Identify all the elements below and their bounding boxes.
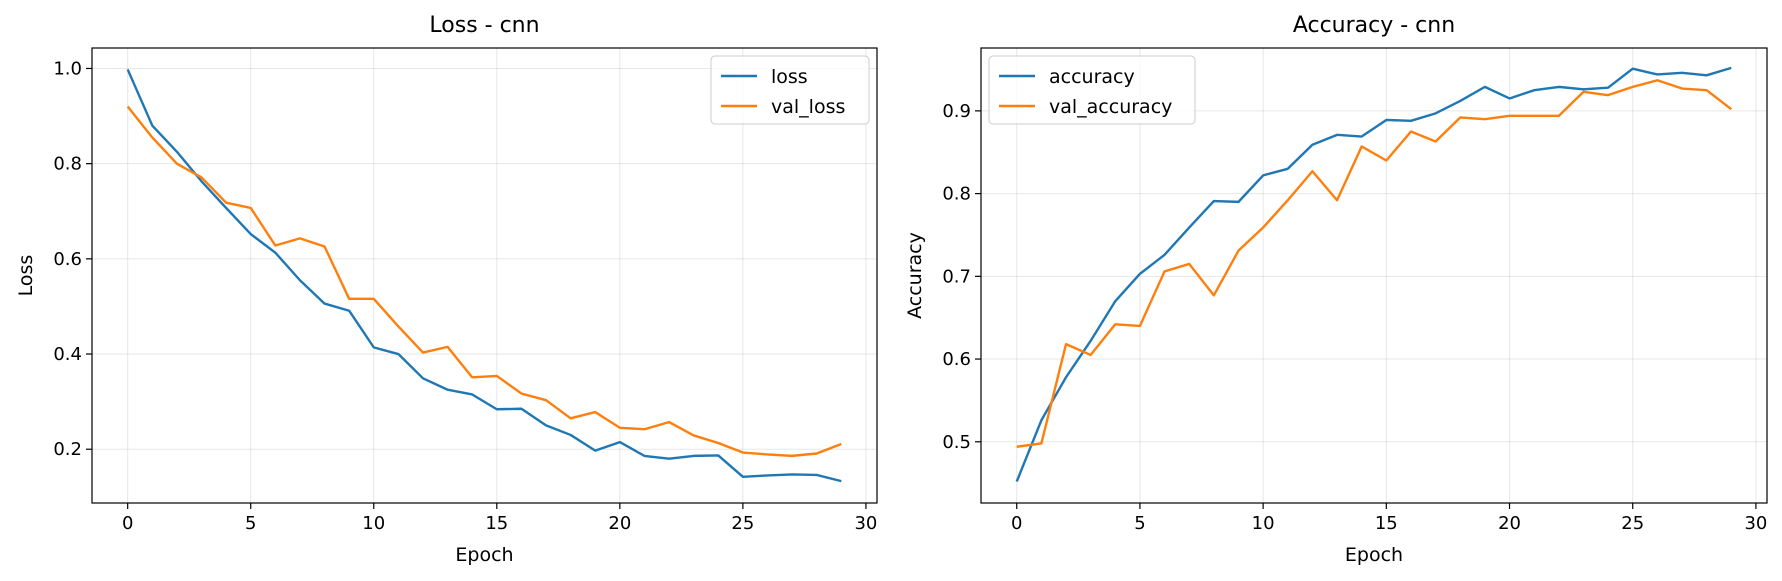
x-tick-label: 25 (1621, 513, 1644, 534)
y-tick-label: 0.4 (53, 344, 82, 365)
loss-chart: 0 5 10 15 20 25 30 0.2 0.4 0.6 0.8 1.0 Loss - cnn Epo… (15, 13, 878, 566)
x-tick-label: 25 (731, 513, 754, 534)
y-tick-label: 0.7 (942, 266, 971, 287)
legend-label-accuracy: accuracy (1049, 66, 1135, 88)
x-tick-label: 15 (1375, 513, 1398, 534)
legend-label-val_accuracy: val_accuracy (1049, 96, 1172, 118)
series-line-loss (126, 68, 842, 483)
y-tick-label: 1.0 (53, 58, 82, 79)
y-tick-label: 0.8 (942, 184, 971, 205)
plot-frame (91, 47, 878, 504)
x-tick-label: 20 (1498, 513, 1521, 534)
plot-frame (980, 47, 1768, 504)
x-tick-label: 10 (1252, 513, 1275, 534)
x-tick-label: 30 (854, 513, 877, 534)
x-tick-label: 0 (122, 513, 133, 534)
chart-title: Loss - cnn (429, 13, 539, 38)
x-tick-label: 10 (362, 513, 385, 534)
x-tick-label: 0 (1011, 513, 1022, 534)
legend-label-val_loss: val_loss (771, 96, 845, 118)
y-tick-label: 0.9 (942, 101, 971, 122)
accuracy-chart: 0 5 10 15 20 25 30 0.5 0.6 0.7 0.8 0.9 Accuracy - cn… (904, 13, 1768, 566)
x-axis-label: Epoch (1345, 544, 1403, 566)
x-tick-label: 5 (1134, 513, 1145, 534)
y-tick-label: 0.6 (942, 349, 971, 370)
legend: loss val_loss (710, 55, 870, 125)
x-tick-label: 5 (245, 513, 256, 534)
y-tick-label: 0.8 (53, 154, 82, 175)
y-tick-label: 0.5 (942, 432, 971, 453)
legend-label-loss: loss (771, 66, 808, 88)
x-tick-label: 30 (1744, 513, 1767, 534)
y-tick-label: 0.6 (53, 249, 82, 270)
y-tick-label: 0.2 (53, 439, 82, 460)
chart-title: Accuracy - cnn (1293, 13, 1455, 38)
x-axis-label: Epoch (455, 544, 513, 566)
y-axis-label: Accuracy (904, 232, 926, 319)
legend: accuracy val_accuracy (988, 55, 1196, 125)
series-line-val_loss (126, 105, 842, 458)
y-axis-label: Loss (15, 255, 37, 297)
legend-box (988, 55, 1196, 125)
x-tick-label: 15 (485, 513, 508, 534)
x-tick-label: 20 (608, 513, 631, 534)
series-line-accuracy (1015, 66, 1732, 482)
series-line-val_accuracy (1016, 79, 1733, 448)
